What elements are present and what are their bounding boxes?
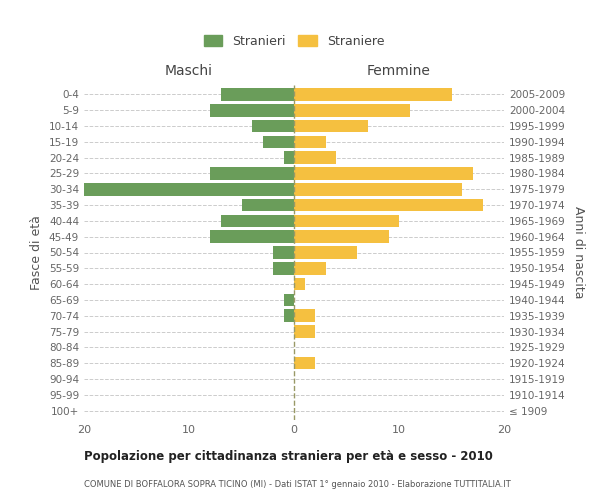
Bar: [294, 310, 315, 322]
Bar: [284, 310, 294, 322]
Bar: [263, 136, 294, 148]
Bar: [294, 230, 389, 243]
Bar: [294, 104, 409, 117]
Bar: [294, 136, 325, 148]
Bar: [294, 120, 367, 132]
Bar: [294, 183, 462, 196]
Bar: [294, 357, 315, 370]
Text: Maschi: Maschi: [165, 64, 213, 78]
Bar: [241, 199, 294, 211]
Bar: [294, 262, 325, 274]
Bar: [294, 325, 315, 338]
Y-axis label: Fasce di età: Fasce di età: [31, 215, 43, 290]
Bar: [252, 120, 294, 132]
Bar: [221, 214, 294, 227]
Bar: [294, 278, 305, 290]
Bar: [273, 246, 294, 259]
Text: Popolazione per cittadinanza straniera per età e sesso - 2010: Popolazione per cittadinanza straniera p…: [84, 450, 493, 463]
Bar: [284, 294, 294, 306]
Y-axis label: Anni di nascita: Anni di nascita: [572, 206, 585, 298]
Text: COMUNE DI BOFFALORA SOPRA TICINO (MI) - Dati ISTAT 1° gennaio 2010 - Elaborazion: COMUNE DI BOFFALORA SOPRA TICINO (MI) - …: [84, 480, 511, 489]
Bar: [210, 167, 294, 180]
Bar: [210, 104, 294, 117]
Bar: [221, 88, 294, 101]
Bar: [84, 183, 294, 196]
Bar: [294, 214, 399, 227]
Legend: Stranieri, Straniere: Stranieri, Straniere: [200, 31, 388, 52]
Bar: [294, 167, 473, 180]
Bar: [294, 199, 483, 211]
Bar: [284, 152, 294, 164]
Bar: [294, 152, 336, 164]
Bar: [273, 262, 294, 274]
Bar: [210, 230, 294, 243]
Bar: [294, 246, 357, 259]
Bar: [294, 88, 452, 101]
Text: Femmine: Femmine: [367, 64, 431, 78]
